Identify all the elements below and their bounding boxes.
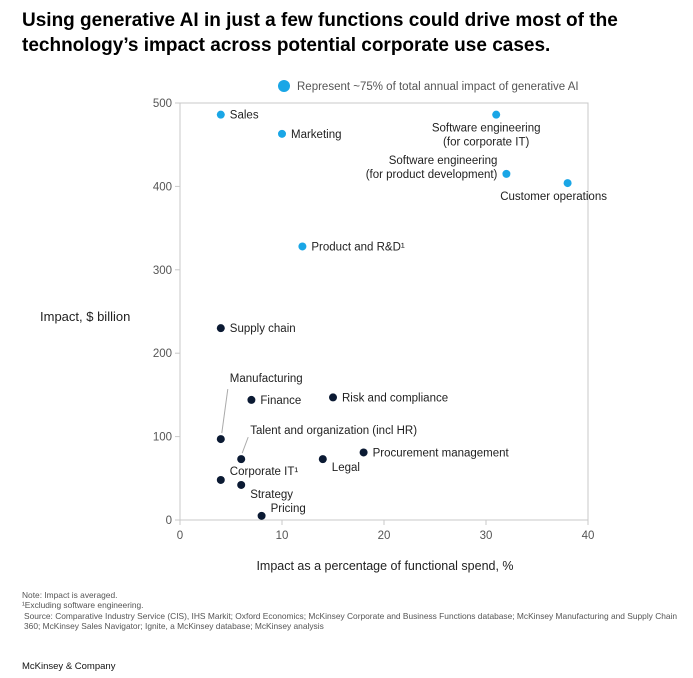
point-label: Software engineering — [389, 155, 498, 167]
data-point — [247, 395, 256, 404]
point-label: Marketing — [291, 129, 342, 141]
x-axis-label: Impact as a percentage of functional spe… — [256, 559, 513, 573]
x-tick-label: 10 — [276, 530, 289, 542]
point-label: Procurement management — [373, 447, 510, 459]
point-label: Customer operations — [500, 191, 607, 203]
x-tick-label: 30 — [480, 530, 493, 542]
point-label: Talent and organization (incl HR) — [250, 425, 417, 437]
point-label: Manufacturing — [230, 373, 303, 385]
data-point — [216, 475, 225, 484]
note-source: Source: Comparative Industry Service (CI… — [24, 610, 678, 632]
chart-title: Using generative AI in just a few functi… — [22, 10, 618, 56]
y-tick-label: 300 — [153, 265, 172, 277]
data-point — [563, 179, 572, 188]
data-point — [216, 435, 225, 444]
point-label: Risk and compliance — [342, 392, 448, 404]
data-point — [216, 324, 225, 333]
point-label: Finance — [260, 395, 301, 407]
data-point — [502, 169, 511, 178]
data-point — [216, 110, 225, 119]
point-label: Corporate IT¹ — [230, 466, 299, 478]
data-point — [278, 129, 286, 138]
scatter-chart: 0 100 200 300 400 500 0 10 20 30 40 Impact as a per… — [153, 80, 607, 573]
point-label: (for product development) — [366, 169, 498, 181]
x-tick-label: 0 — [177, 530, 183, 542]
note-impact: Note: Impact is averaged. — [22, 590, 118, 600]
data-point — [359, 448, 368, 457]
data-point — [237, 480, 246, 489]
chart-notes: Note: Impact is averaged. ¹Excluding sof… — [22, 590, 682, 632]
x-tick-label: 40 — [582, 530, 595, 542]
publisher-credit: McKinsey & Company — [22, 661, 116, 672]
data-point — [257, 511, 266, 520]
y-tick-label: 500 — [153, 98, 172, 110]
data-point — [318, 455, 327, 464]
point-label: Product and R&D¹ — [311, 241, 404, 253]
legend-marker — [278, 80, 290, 92]
point-label: Legal — [332, 462, 360, 474]
leader-line — [221, 389, 229, 434]
data-point — [298, 242, 307, 251]
y-tick-label: 0 — [166, 515, 172, 527]
leader-line — [241, 436, 249, 454]
data-point — [492, 110, 501, 119]
y-tick-label: 400 — [153, 181, 172, 193]
y-tick-label: 100 — [153, 432, 172, 444]
y-tick-label: 200 — [153, 348, 172, 360]
point-label: (for corporate IT) — [443, 137, 529, 149]
point-label: Strategy — [250, 489, 293, 501]
point-label: Software engineering — [432, 123, 541, 135]
x-tick-label: 20 — [378, 530, 391, 542]
data-point — [329, 393, 337, 402]
legend-label: Represent ~75% of total annual impact of… — [297, 81, 579, 93]
point-label: Pricing — [271, 503, 306, 515]
note-footnote: ¹Excluding software engineering. — [22, 600, 144, 611]
point-label: Sales — [230, 110, 259, 122]
y-axis-label: Impact, $ billion — [40, 309, 131, 324]
data-point — [237, 455, 246, 464]
point-label: Supply chain — [230, 323, 296, 335]
